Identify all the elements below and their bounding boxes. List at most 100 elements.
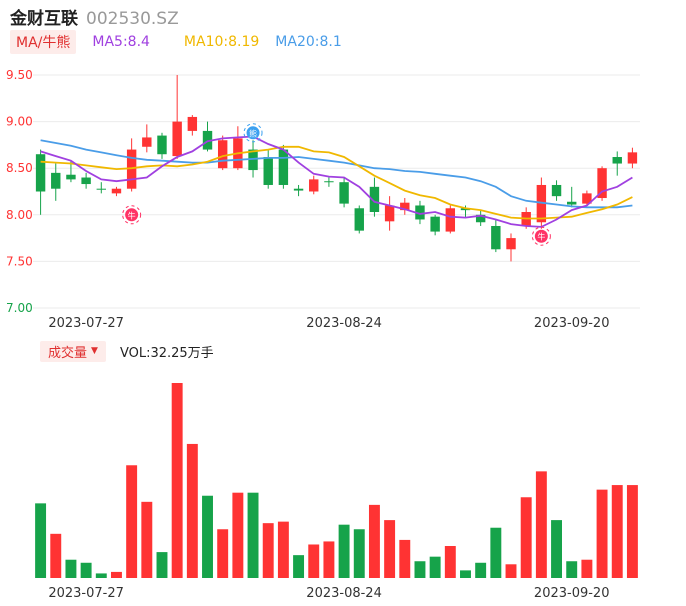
candle-body [597,168,607,199]
volume-bar [262,523,274,578]
volume-bar [110,571,122,578]
bear-marker-label: 熊 [249,128,257,138]
volume-bar [611,485,623,578]
bear-marker-icon [246,126,260,140]
candle-body [126,149,137,189]
volume-bar [171,383,183,578]
ma5-line [40,135,633,228]
candle-body [491,225,501,250]
bull-marker-ring [531,226,551,246]
volume-bar [156,552,168,578]
candle-body [536,184,547,223]
candle-body [96,188,106,190]
volume-bar [308,544,320,578]
volume-bar [126,465,138,578]
candle-body [187,116,198,131]
candle-body [324,181,334,183]
candle-body [278,149,289,185]
candle-body [384,205,395,222]
candle-body [612,157,622,164]
ma20-line [40,139,633,209]
volume-legend: 成交量 ▼ VOL:32.25万手 [40,340,214,362]
candle-body [354,208,364,231]
candle-body [202,130,213,150]
candle-body [157,135,167,155]
candle-body [627,152,638,164]
volume-bar [460,570,471,578]
candle-body [51,172,61,189]
candle-body [369,186,380,213]
candle-body [172,121,182,157]
stock-header: 金财互联 002530.SZ [10,4,179,29]
date-tick-label: 2023-08-24 [306,316,382,331]
price-tick-label: 7.00 [6,301,33,315]
volume-bar [535,471,547,578]
price-tick-label: 9.50 [6,68,33,82]
volume-bar [186,443,198,578]
ma-indicator-selector[interactable]: MA/牛熊 [10,30,77,54]
volume-bar [444,546,456,578]
volume-bar [475,562,487,578]
candle-body [460,208,471,211]
date-tick-label: 2023-07-27 [48,316,124,331]
ma5-legend: MA5:8.4 [92,34,150,50]
candle-body [415,205,425,220]
candle-body [248,149,258,171]
bull-marker-label: 牛 [537,232,545,242]
price-tick-label: 8.00 [6,208,33,222]
volume-bar [217,529,229,578]
date-tick-label: 2023-07-27 [48,586,124,601]
candle-body [339,182,349,204]
stock-code: 002530.SZ [86,9,179,29]
candle-body [111,188,122,194]
bull-marker-label: 牛 [128,210,136,220]
volume-bar [551,520,563,578]
volume-bar [399,539,411,578]
candle-body [551,184,562,197]
price-tick-label: 7.50 [6,254,33,268]
caret-down-icon: ▼ [91,346,98,356]
volume-bar [247,492,259,578]
bull-marker-icon [534,229,548,243]
candle-body [445,208,456,232]
candle-body [475,214,486,223]
volume-bar [141,501,153,578]
ma10-legend: MA10:8.19 [183,34,260,50]
volume-bar [35,503,47,578]
volume-bar [429,556,441,578]
candle-body [217,140,228,169]
volume-bar [596,489,608,578]
bull-marker-icon [125,208,139,222]
volume-bar [626,485,638,578]
bull-marker-ring [122,205,142,225]
stock-name: 金财互联 [10,9,78,29]
ma10-line [40,145,633,220]
date-tick-label: 2023-08-24 [306,586,382,601]
volume-bar [581,559,593,578]
volume-indicator-selector[interactable]: 成交量 ▼ [40,340,106,362]
volume-bar [323,541,335,578]
volume-bar [50,533,62,578]
volume-bar [353,529,365,578]
date-tick-label: 2023-09-20 [534,586,610,601]
volume-bar [368,504,380,578]
date-tick-label: 2023-09-20 [534,316,610,331]
volume-bar [80,562,92,578]
volume-bar [277,521,289,578]
volume-bar [384,520,396,578]
candle-body [567,201,577,205]
volume-bar [202,495,213,578]
candle-body [506,238,516,250]
volume-bar [520,497,532,578]
candle-body [142,137,152,147]
price-tick-label: 8.50 [6,161,33,175]
candle-body [400,202,410,211]
volume-bar [566,561,578,578]
volume-bar [505,564,517,578]
ma20-legend: MA20:8.1 [275,34,342,50]
volume-bar [232,492,244,578]
price-tick-label: 9.00 [6,115,33,129]
candle-body [81,177,91,185]
volume-bar [338,524,350,578]
